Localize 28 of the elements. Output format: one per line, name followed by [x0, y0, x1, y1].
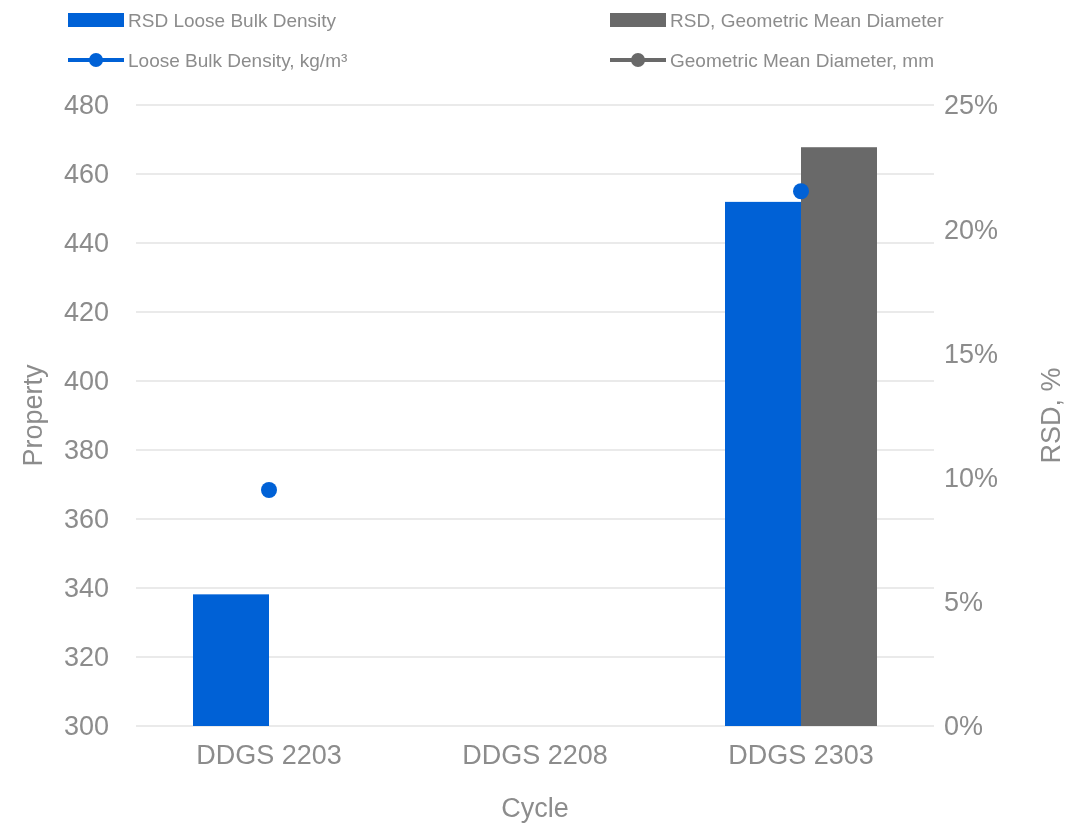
x-tick-label: DDGS 2303	[728, 740, 874, 770]
bar	[193, 594, 269, 726]
y2-tick-label: 15%	[944, 338, 999, 369]
y-tick-label: 480	[63, 90, 109, 121]
y2-tick-label: 5%	[944, 587, 984, 618]
x-axis-title: Cycle	[501, 793, 569, 823]
legend-label: Loose Bulk Density, kg/m³	[128, 50, 348, 71]
y-tick-label: 340	[63, 573, 109, 604]
y2-tick-label: 0%	[944, 711, 984, 742]
legend-label: RSD, Geometric Mean Diameter	[670, 10, 945, 31]
y-tick-label: 320	[63, 642, 109, 673]
y2-tick-label: 20%	[944, 214, 999, 245]
y-tick-label: 360	[63, 504, 109, 535]
y-tick-label: 380	[63, 435, 109, 466]
x-tick-label: DDGS 2208	[462, 740, 608, 770]
bar	[801, 147, 877, 726]
y-tick-label: 460	[63, 159, 109, 190]
legend-label: RSD Loose Bulk Density	[128, 10, 337, 31]
y-axis-title: Property	[18, 363, 48, 467]
y2-axis-title: RSD, %	[1036, 367, 1066, 464]
legend-label: Geometric Mean Diameter, mm	[670, 50, 934, 71]
y-tick-label: 300	[63, 711, 109, 742]
x-tick-label: DDGS 2203	[196, 740, 342, 770]
y-tick-label: 440	[63, 228, 109, 259]
y-tick-label: 420	[63, 297, 109, 328]
y2-tick-label: 25%	[944, 90, 999, 121]
y2-tick-label: 10%	[944, 463, 999, 494]
y-tick-label: 400	[63, 366, 109, 397]
